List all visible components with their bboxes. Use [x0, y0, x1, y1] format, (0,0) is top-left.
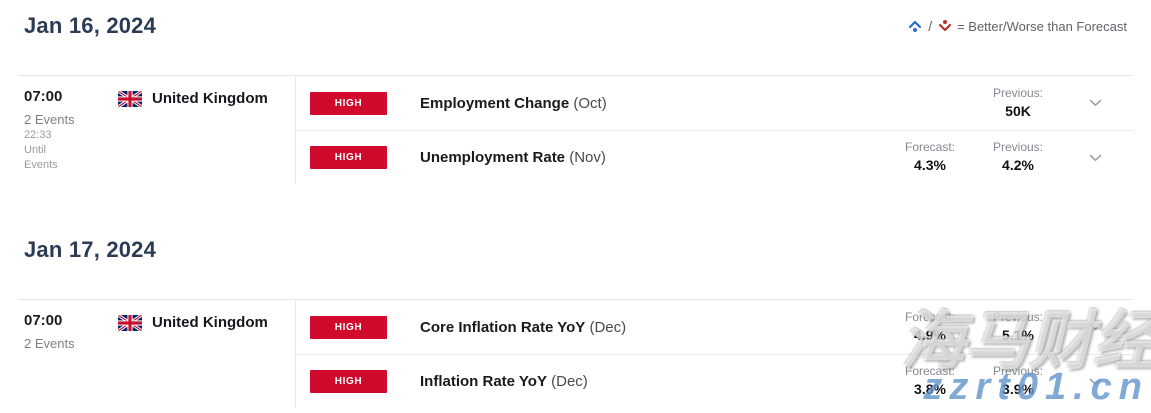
country-name: United Kingdom — [152, 314, 268, 331]
chevron-down-icon — [1089, 154, 1101, 161]
event-row-unemployment-rate[interactable]: HIGH Unemployment Rate (Nov) Forecast: 4… — [296, 130, 1133, 184]
events-column: HIGH Employment Change (Oct) Previous: 5… — [295, 76, 1133, 184]
previous-value: 3.9% — [1002, 381, 1034, 397]
event-period: (Dec) — [589, 318, 627, 336]
country-group: United Kingdom — [118, 314, 268, 331]
impact-badge-high: HIGH — [310, 370, 387, 393]
event-period: (Oct) — [573, 94, 607, 112]
event-period: (Dec) — [551, 373, 588, 390]
event-row-core-inflation-yoy[interactable]: HIGH Core Inflation Rate YoY (Dec) Forec… — [296, 300, 1133, 354]
event-title: Inflation Rate YoY (Dec) — [420, 373, 588, 390]
forecast-legend: / = Better/Worse than Forecast — [907, 18, 1127, 34]
forecast-column: Forecast: 4.3% — [886, 140, 974, 175]
event-time: 07:00 — [24, 312, 63, 329]
previous-label: Previous: — [992, 85, 1044, 100]
day-meta-column: 07:00 2 Events 22:33 Until Events — [18, 76, 295, 184]
event-name: Inflation Rate YoY — [420, 373, 547, 390]
countdown-timer: 22:33 Until Events — [24, 128, 118, 173]
forecast-value: 4.3% — [914, 157, 946, 173]
event-row-inflation-yoy[interactable]: HIGH Inflation Rate YoY (Dec) Forecast: … — [296, 354, 1133, 408]
chevron-down-icon — [1089, 99, 1101, 107]
impact-badge-high: HIGH — [310, 91, 387, 115]
forecast-column: Forecast: 3.8% — [886, 364, 974, 399]
events-column: HIGH Core Inflation Rate YoY (Dec) Forec… — [295, 300, 1133, 408]
date-heading-jan16: Jan 16, 2024 — [24, 13, 157, 38]
country-name: United Kingdom — [152, 90, 268, 107]
date-heading-jan17: Jan 17, 2024 — [24, 237, 157, 262]
forecast-value: 4.9% — [914, 326, 946, 343]
countdown-word-until: Until — [24, 144, 47, 156]
previous-column: Previous: 4.2% — [974, 140, 1062, 175]
previous-column: Previous: 50K — [974, 86, 1062, 121]
expand-row-button[interactable] — [1062, 378, 1128, 386]
previous-column: Previous: 5.1% — [974, 310, 1062, 345]
worse-than-forecast-icon — [938, 20, 952, 32]
forecast-column: Forecast: 4.9% — [886, 310, 974, 345]
impact-badge-high: HIGH — [310, 315, 387, 339]
chevron-down-icon — [1089, 323, 1101, 331]
legend-text: = Better/Worse than Forecast — [957, 18, 1127, 34]
better-than-forecast-icon — [909, 20, 922, 32]
uk-flag-icon — [118, 90, 142, 107]
previous-label: Previous: — [992, 309, 1044, 324]
expand-row-button[interactable] — [1062, 154, 1128, 162]
events-count: 2 Events — [24, 336, 75, 351]
events-count: 2 Events — [24, 112, 75, 127]
countdown-time: 22:33 — [24, 129, 52, 141]
event-name: Core Inflation Rate YoY — [420, 318, 586, 336]
forecast-column — [886, 103, 974, 104]
uk-flag-icon — [118, 314, 142, 331]
previous-value: 50K — [1005, 102, 1031, 119]
event-name: Employment Change — [420, 94, 570, 112]
expand-row-button[interactable] — [1062, 323, 1128, 331]
day-group-jan16: 07:00 2 Events 22:33 Until Events — [18, 75, 1133, 184]
event-title: Unemployment Rate (Nov) — [420, 149, 606, 166]
forecast-label: Forecast: — [904, 364, 955, 378]
event-period: (Nov) — [569, 149, 606, 166]
forecast-label: Forecast: — [904, 309, 955, 324]
previous-label: Previous: — [992, 140, 1044, 154]
impact-badge-high: HIGH — [310, 146, 387, 169]
event-title: Core Inflation Rate YoY (Dec) — [420, 319, 626, 336]
event-name: Unemployment Rate — [420, 149, 566, 166]
event-time: 07:00 — [24, 88, 63, 105]
forecast-value: 3.8% — [914, 381, 946, 397]
time-stack: 07:00 2 Events 22:33 Until Events — [24, 88, 118, 173]
countdown-word-events: Events — [24, 159, 58, 171]
forecast-label: Forecast: — [904, 140, 955, 154]
previous-label: Previous: — [992, 364, 1044, 378]
previous-column: Previous: 3.9% — [974, 364, 1062, 399]
chevron-down-icon — [1089, 378, 1101, 385]
legend-separator: / — [928, 18, 933, 34]
time-stack: 07:00 2 Events — [24, 312, 118, 352]
previous-value: 5.1% — [1002, 326, 1034, 343]
previous-value: 4.2% — [1002, 157, 1034, 173]
expand-row-button[interactable] — [1062, 99, 1128, 107]
country-group: United Kingdom — [118, 90, 268, 107]
day-meta-column: 07:00 2 Events United Kingdom — [18, 300, 295, 408]
event-row-employment-change[interactable]: HIGH Employment Change (Oct) Previous: 5… — [296, 76, 1133, 130]
event-title: Employment Change (Oct) — [420, 95, 607, 112]
day-group-jan17: 07:00 2 Events United Kingdom — [18, 299, 1133, 408]
